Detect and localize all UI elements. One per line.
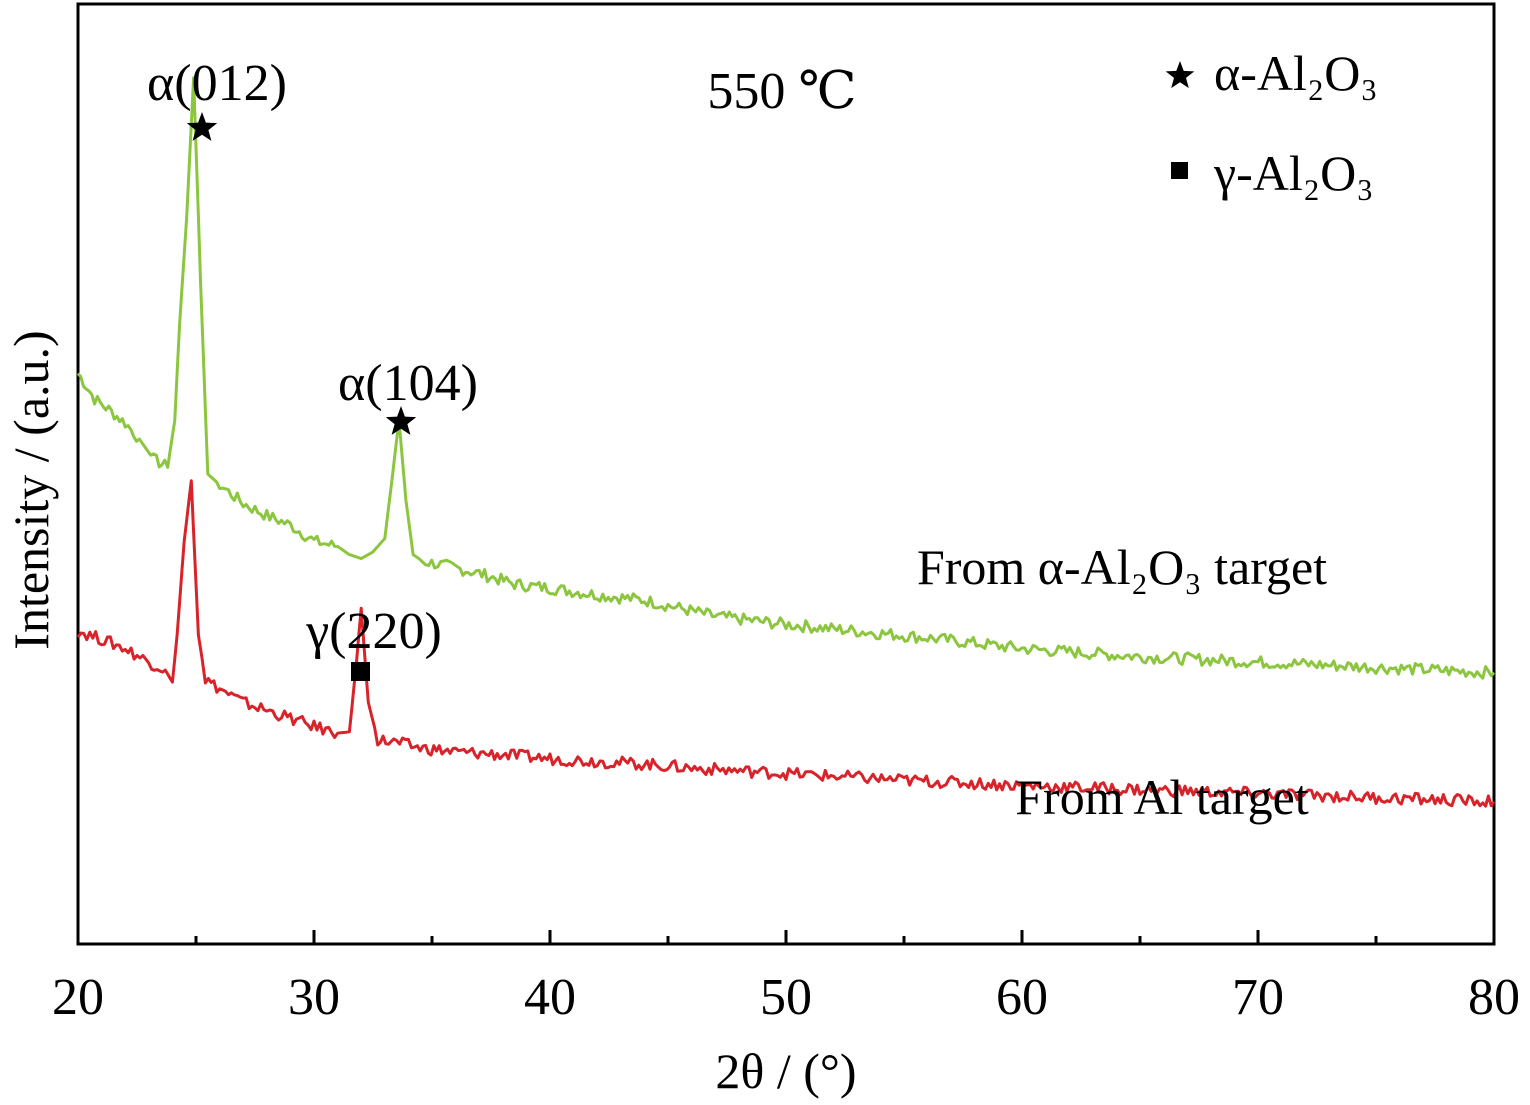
x-tick-label: 80 xyxy=(1468,969,1520,1026)
peak-label-alpha-012: α(012) xyxy=(147,55,287,112)
x-tick-label: 40 xyxy=(524,969,576,1026)
x-tick-label: 70 xyxy=(1232,969,1284,1026)
peak-square-icon xyxy=(351,662,370,681)
x-tick-labels: 20 30 40 50 60 70 80 xyxy=(52,969,1520,1026)
peak-star-icon xyxy=(186,112,218,141)
series-label-al-target: From Al target xyxy=(1015,769,1309,825)
peak-label-alpha-104: α(104) xyxy=(338,355,478,412)
temperature-annotation: 550 ℃ xyxy=(707,63,856,120)
legend-square-icon xyxy=(1171,162,1188,179)
legend: α-Al₂O₃ γ-Al₂O₃ xyxy=(1165,45,1378,201)
x-tick-label: 50 xyxy=(760,969,812,1026)
legend-star-icon xyxy=(1165,61,1195,89)
series-label-alpha-target: From α-Al₂O₃ target xyxy=(917,539,1327,595)
x-tick-label: 20 xyxy=(52,969,104,1026)
series-layer xyxy=(76,76,1496,808)
series-line xyxy=(76,76,1496,680)
x-tick-label: 60 xyxy=(996,969,1048,1026)
series-line xyxy=(76,479,1496,808)
x-tick-label: 30 xyxy=(288,969,340,1026)
y-axis-label: Intensity / (a.u.) xyxy=(3,330,59,649)
peak-annotations: α(012) α(104) γ(220) xyxy=(147,55,478,681)
peak-star-icon xyxy=(385,406,417,435)
peak-label-gamma-220: γ(220) xyxy=(305,603,442,660)
x-ticks xyxy=(76,930,1496,944)
legend-entry-gamma: γ-Al₂O₃ xyxy=(1213,145,1374,201)
legend-entry-alpha: α-Al₂O₃ xyxy=(1214,45,1378,101)
x-axis-label: 2θ / (°) xyxy=(715,1043,856,1099)
